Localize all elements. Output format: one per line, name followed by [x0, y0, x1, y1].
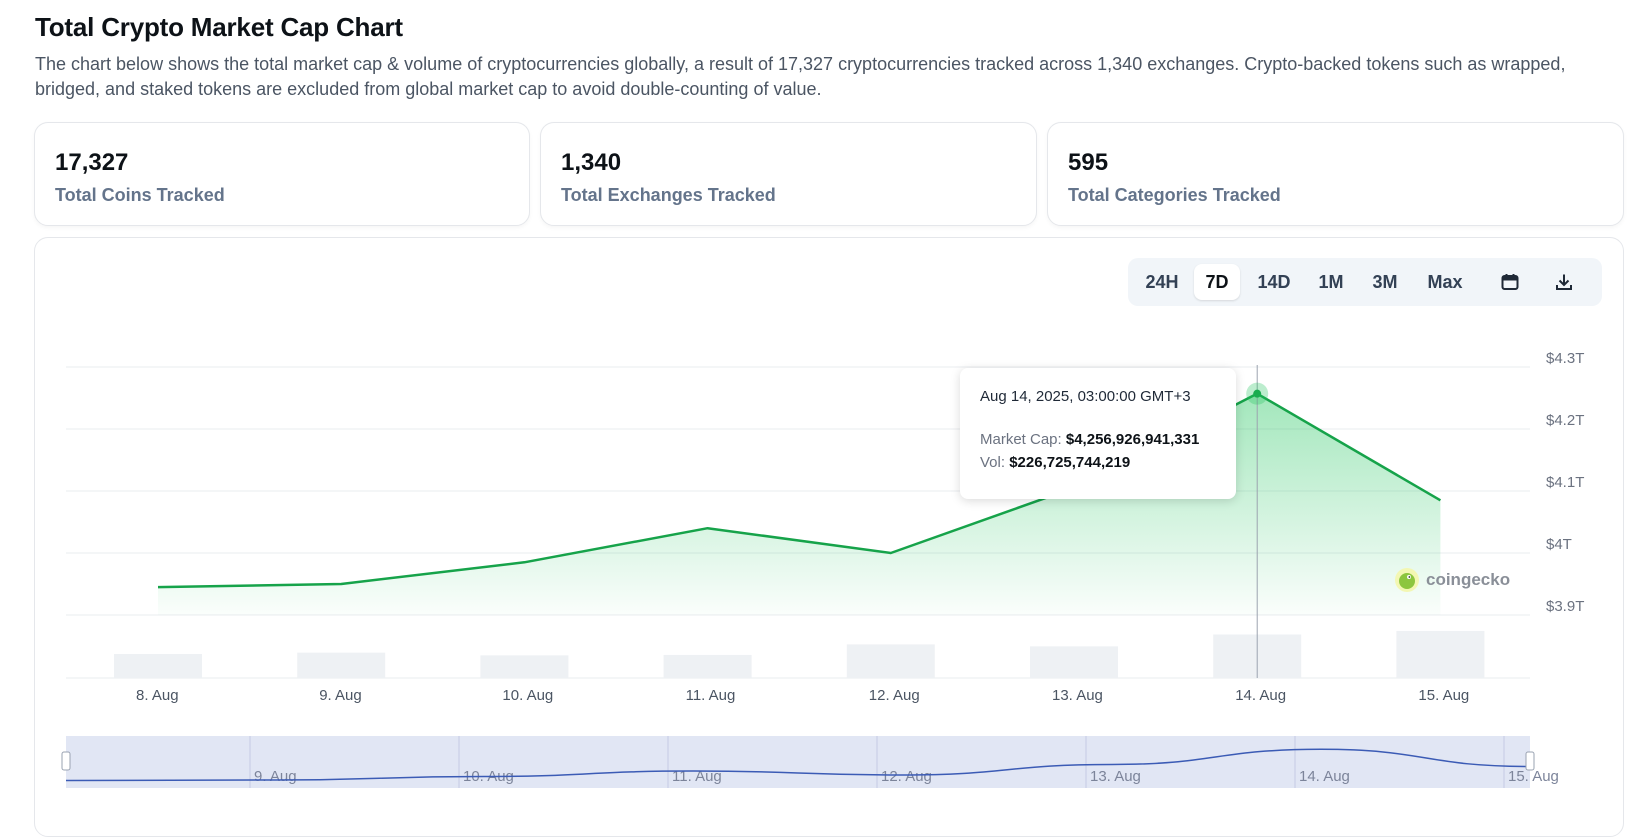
- stat-value: 595: [1068, 149, 1109, 176]
- page-description: The chart below shows the total market c…: [35, 54, 1566, 99]
- download-icon: [1556, 274, 1572, 290]
- navigator-right-handle[interactable]: [1525, 751, 1535, 771]
- range-1m-button[interactable]: 1M: [1318, 272, 1344, 292]
- tooltip-volume: Vol: $226,725,744,219: [980, 454, 1216, 471]
- x-tick-label: 11. Aug: [686, 687, 736, 704]
- tooltip-market-cap-label: Market Cap:: [980, 431, 1062, 448]
- x-tick-label: 8. Aug: [136, 687, 179, 704]
- data-point: [1253, 389, 1262, 398]
- y-tick-label: $3.9T: [1546, 598, 1584, 615]
- range-14d-button[interactable]: 14D: [1257, 272, 1291, 292]
- stat-card-exchanges: 1,340 Total Exchanges Tracked: [540, 122, 1037, 226]
- stat-label: Total Coins Tracked: [55, 185, 225, 205]
- stat-label: Total Exchanges Tracked: [561, 185, 776, 205]
- navigator-left-handle[interactable]: [61, 751, 71, 771]
- volume-bar: [1030, 646, 1118, 678]
- volume-bar: [1396, 630, 1485, 678]
- calendar-icon: [1501, 274, 1519, 290]
- volume-bar: [297, 652, 386, 678]
- y-tick-label: $4.3T: [1546, 350, 1584, 367]
- stat-value: 17,327: [55, 149, 129, 176]
- x-tick-label: 15. Aug: [1418, 687, 1469, 704]
- y-tick-label: $4T: [1546, 536, 1572, 553]
- x-tick-label: 10. Aug: [502, 687, 553, 704]
- tooltip-date: Aug 14, 2025, 03:00:00 GMT+3: [980, 388, 1191, 405]
- volume-bar: [663, 654, 752, 678]
- range-3m-button[interactable]: 3M: [1372, 272, 1398, 292]
- x-tick-label: 14. Aug: [1235, 687, 1286, 704]
- x-tick-label: 13. Aug: [1052, 687, 1103, 704]
- volume-bar: [480, 655, 569, 678]
- x-tick-label: 9. Aug: [319, 687, 362, 704]
- tooltip-market-cap-value: $4,256,926,941,331: [1065, 431, 1200, 448]
- coingecko-logo-icon: [1395, 568, 1419, 592]
- volume-bar: [846, 644, 935, 678]
- market-cap-chart[interactable]: $3.9T $4T $4.1T $4.2T $4.3T 8. Aug 9. Aug 10. …: [0, 0, 1648, 805]
- tooltip-volume-value: $226,725,744,219: [1009, 454, 1131, 471]
- navigator-tick-label: 9. Aug: [254, 768, 297, 785]
- x-tick-label: 12. Aug: [869, 687, 920, 704]
- y-tick-label: $4.1T: [1546, 474, 1584, 491]
- range-24h-button[interactable]: 24H: [1145, 272, 1179, 292]
- page-title: Total Crypto Market Cap Chart: [35, 12, 403, 42]
- calendar-button[interactable]: [1492, 264, 1528, 300]
- navigator-tick-label: 13. Aug: [1090, 768, 1141, 785]
- navigator-tick-label: 14. Aug: [1299, 768, 1350, 785]
- download-button[interactable]: [1546, 264, 1582, 300]
- volume-bar: [114, 654, 202, 678]
- highlight-halo: [1246, 382, 1269, 405]
- chart-tooltip: Aug 14, 2025, 03:00:00 GMT+3 Market Cap:…: [960, 368, 1236, 499]
- stat-card-categories: 595 Total Categories Tracked: [1047, 122, 1624, 226]
- navigator-tick-label: 12. Aug: [881, 768, 932, 785]
- range-7d-button[interactable]: 7D: [1194, 264, 1240, 300]
- stat-label: Total Categories Tracked: [1068, 185, 1281, 205]
- range-max-button[interactable]: Max: [1427, 272, 1463, 292]
- navigator-tick-label: 11. Aug: [672, 768, 722, 785]
- stat-card-coins: 17,327 Total Coins Tracked: [34, 122, 530, 226]
- market-cap-area: [158, 393, 1441, 615]
- coingecko-watermark: coingecko: [1394, 565, 1510, 595]
- navigator-tick-label: 15. Aug: [1508, 768, 1559, 785]
- tooltip-volume-label: Vol:: [980, 454, 1006, 471]
- y-tick-label: $4.2T: [1546, 412, 1584, 429]
- range-selector: 24H 7D 14D 1M 3M Max: [1128, 258, 1602, 306]
- navigator-series-line: [65, 748, 1531, 782]
- watermark-text: coingecko: [1426, 570, 1511, 589]
- tooltip-market-cap: Market Cap: $4,256,926,941,331: [980, 431, 1216, 448]
- stat-value: 1,340: [561, 149, 622, 176]
